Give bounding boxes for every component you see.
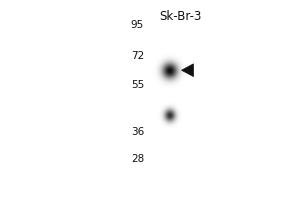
Bar (159, 14, 180, 190)
Text: Sk-Br-3: Sk-Br-3 (159, 10, 201, 23)
Text: 72: 72 (131, 51, 144, 61)
Text: 36: 36 (131, 127, 144, 137)
Text: 28: 28 (131, 154, 144, 164)
Polygon shape (182, 64, 194, 77)
Text: 55: 55 (131, 80, 144, 90)
Text: 95: 95 (131, 20, 144, 30)
